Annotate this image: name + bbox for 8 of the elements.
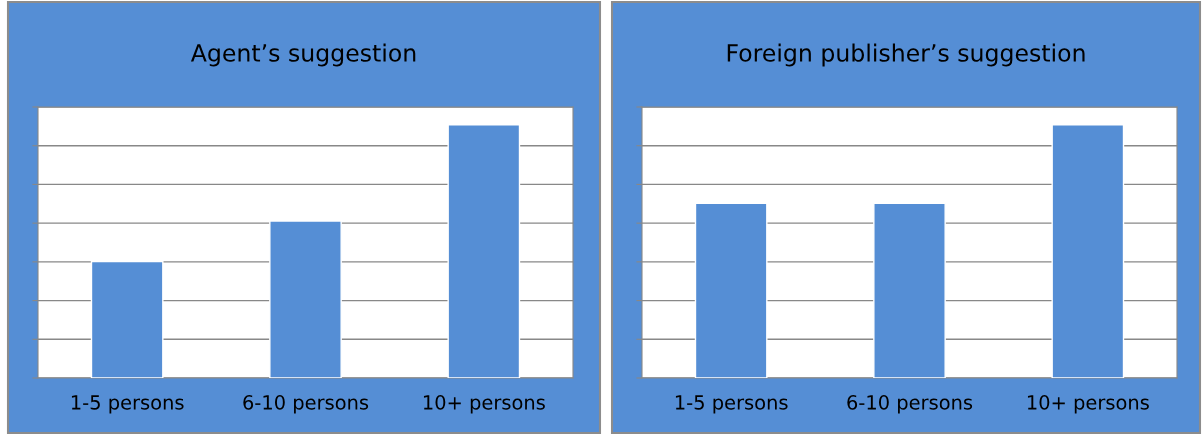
x-tick-label: 10+ persons: [1027, 395, 1149, 414]
x-tick-label: 6-10 persons: [243, 395, 369, 414]
x-tick-label: 10+ persons: [423, 395, 545, 414]
x-tick-label: 6-10 persons: [847, 395, 973, 414]
chart-title: Foreign publisher’s suggestion: [727, 43, 1085, 67]
x-tick-label: 1-5 persons: [675, 395, 788, 414]
x-tick-label: 1-5 persons: [71, 395, 184, 414]
chart-title: Agent’s suggestion: [190, 43, 416, 67]
